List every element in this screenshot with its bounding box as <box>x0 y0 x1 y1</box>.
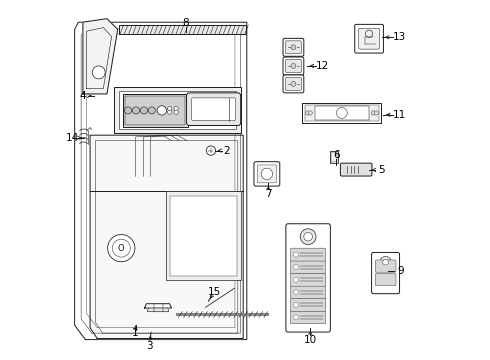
Circle shape <box>157 106 167 115</box>
Circle shape <box>371 111 375 115</box>
Polygon shape <box>90 135 243 338</box>
Circle shape <box>337 108 347 118</box>
Polygon shape <box>145 304 171 308</box>
Bar <box>302 103 381 123</box>
Polygon shape <box>147 308 169 312</box>
Circle shape <box>261 168 272 180</box>
Circle shape <box>132 107 140 114</box>
FancyBboxPatch shape <box>291 311 326 324</box>
Text: 6: 6 <box>333 150 340 160</box>
Polygon shape <box>83 19 118 94</box>
Text: 5: 5 <box>378 165 385 175</box>
Polygon shape <box>74 22 247 339</box>
Bar <box>171 196 237 276</box>
FancyBboxPatch shape <box>286 41 301 54</box>
FancyBboxPatch shape <box>341 163 372 176</box>
Circle shape <box>206 146 216 155</box>
Text: 15: 15 <box>208 287 221 297</box>
Circle shape <box>308 111 313 115</box>
Circle shape <box>383 259 389 265</box>
Text: 9: 9 <box>398 266 404 276</box>
FancyBboxPatch shape <box>283 75 304 93</box>
FancyBboxPatch shape <box>283 39 304 56</box>
Circle shape <box>174 107 178 111</box>
FancyBboxPatch shape <box>291 248 326 261</box>
Bar <box>125 96 186 125</box>
FancyBboxPatch shape <box>286 59 301 72</box>
Circle shape <box>124 107 132 114</box>
FancyBboxPatch shape <box>187 93 241 126</box>
FancyBboxPatch shape <box>254 162 280 186</box>
Text: 3: 3 <box>147 341 153 351</box>
Circle shape <box>294 277 298 282</box>
Text: 13: 13 <box>393 32 407 42</box>
Text: O: O <box>118 244 124 253</box>
Circle shape <box>294 302 298 307</box>
Text: 4: 4 <box>79 91 86 101</box>
Circle shape <box>294 290 298 295</box>
FancyBboxPatch shape <box>291 298 326 311</box>
Bar <box>114 87 242 134</box>
FancyBboxPatch shape <box>286 224 330 332</box>
Circle shape <box>380 256 392 268</box>
Circle shape <box>174 110 178 114</box>
Bar <box>166 192 242 280</box>
Circle shape <box>291 81 296 86</box>
Circle shape <box>300 229 316 244</box>
Circle shape <box>294 265 298 270</box>
Bar <box>304 105 379 121</box>
Circle shape <box>108 234 135 262</box>
Circle shape <box>304 232 313 241</box>
Text: 12: 12 <box>316 61 329 71</box>
FancyBboxPatch shape <box>257 165 276 183</box>
Text: 8: 8 <box>182 18 189 28</box>
Text: 14: 14 <box>66 133 79 143</box>
Circle shape <box>168 110 172 114</box>
Bar <box>331 152 337 162</box>
Bar <box>120 91 236 129</box>
Text: 1: 1 <box>132 328 139 338</box>
FancyBboxPatch shape <box>371 252 399 294</box>
Text: 2: 2 <box>223 145 230 156</box>
Circle shape <box>374 111 378 115</box>
Circle shape <box>168 107 172 111</box>
FancyBboxPatch shape <box>355 24 383 53</box>
FancyBboxPatch shape <box>375 274 396 286</box>
Text: 10: 10 <box>304 334 317 345</box>
Circle shape <box>148 107 155 114</box>
Circle shape <box>294 252 298 257</box>
Bar <box>330 151 338 163</box>
FancyBboxPatch shape <box>192 98 236 121</box>
Circle shape <box>291 63 296 68</box>
Circle shape <box>92 66 105 79</box>
FancyBboxPatch shape <box>291 286 326 299</box>
Text: 7: 7 <box>265 189 271 199</box>
Circle shape <box>112 239 130 257</box>
FancyBboxPatch shape <box>359 28 379 49</box>
Circle shape <box>291 45 296 50</box>
Circle shape <box>140 107 147 114</box>
Bar <box>119 25 245 34</box>
Text: 11: 11 <box>393 110 407 120</box>
FancyBboxPatch shape <box>291 261 326 274</box>
Bar <box>315 106 368 120</box>
FancyBboxPatch shape <box>375 260 396 272</box>
FancyBboxPatch shape <box>286 77 301 90</box>
Bar <box>123 94 188 127</box>
FancyBboxPatch shape <box>283 57 304 75</box>
FancyBboxPatch shape <box>291 273 326 286</box>
Circle shape <box>305 111 310 115</box>
Circle shape <box>294 315 298 320</box>
